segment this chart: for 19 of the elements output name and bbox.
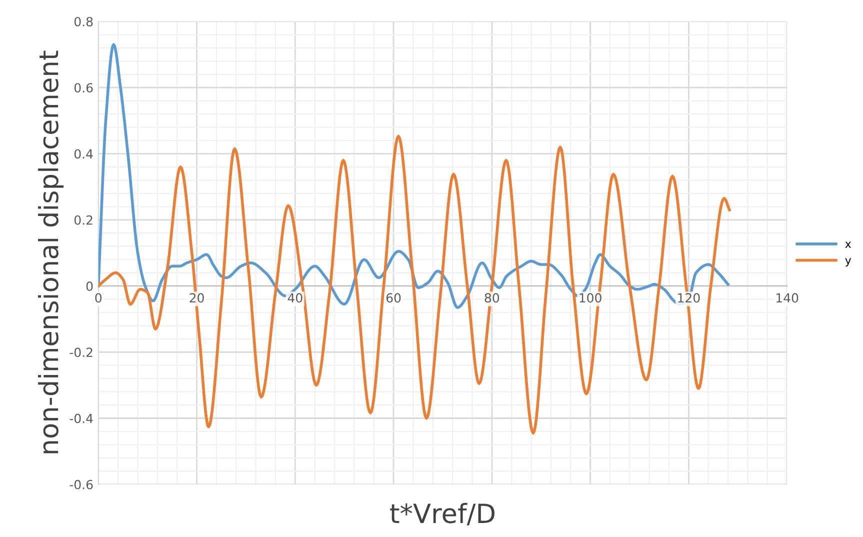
- y-axis-title: non-dimensional displacement: [38, 50, 64, 454]
- legend-label: x: [845, 242, 852, 248]
- x-tick-label: 20: [190, 293, 204, 303]
- x-tick-label: 80: [484, 293, 500, 303]
- x-tick-label: 140: [776, 293, 798, 303]
- y-tick-label: 0.4: [74, 149, 93, 159]
- x-tick-label: 60: [386, 293, 401, 303]
- x-axis-title: t*Vref/D: [390, 502, 494, 526]
- x-tick-label: 40: [288, 293, 302, 303]
- y-tick-label: -0.2: [70, 348, 92, 358]
- y-tick-label: 0.2: [74, 215, 92, 225]
- x-tick-label: 0: [95, 293, 102, 303]
- y-tick-label: -0.6: [70, 480, 93, 490]
- x-tick-label: 100: [580, 293, 602, 303]
- y-tick-label: 0: [86, 281, 93, 291]
- y-tick-label: -0.4: [70, 414, 93, 424]
- y-tick-label: 0.8: [74, 16, 93, 26]
- legend-label: y: [845, 258, 852, 266]
- y-tick-label: 0.6: [74, 83, 93, 93]
